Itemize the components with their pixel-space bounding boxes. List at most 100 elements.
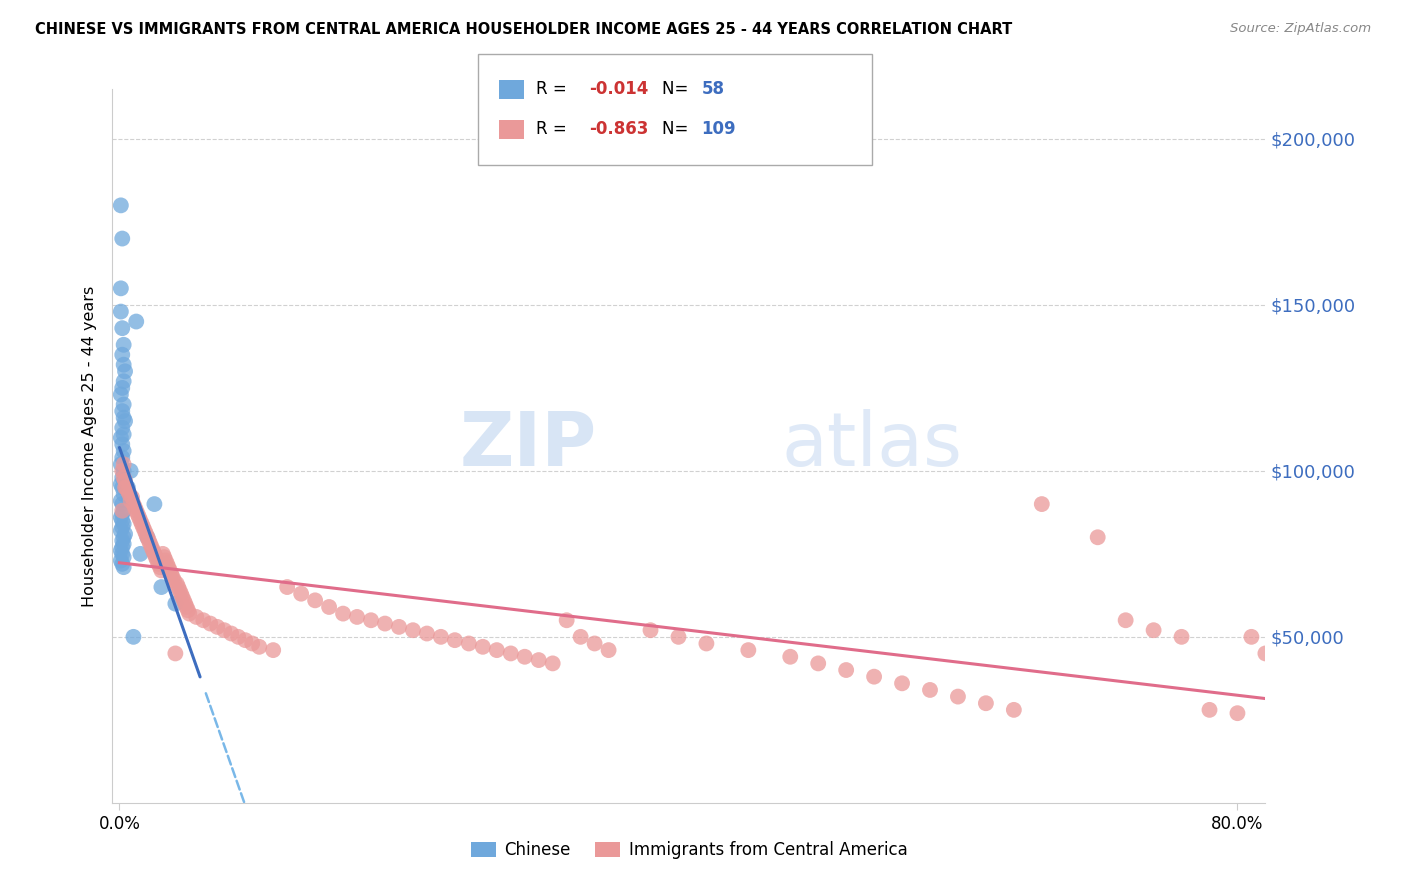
Point	[121, 491, 143, 505]
Point	[110, 387, 132, 401]
Point	[114, 364, 136, 378]
Point	[779, 649, 801, 664]
Point	[110, 543, 132, 558]
Point	[110, 198, 132, 212]
Point	[111, 348, 134, 362]
Point	[290, 587, 312, 601]
Point	[233, 633, 256, 648]
Point	[139, 537, 162, 551]
Point	[226, 630, 249, 644]
Point	[112, 464, 135, 478]
Point	[186, 610, 208, 624]
Point	[169, 583, 191, 598]
Point	[1031, 497, 1053, 511]
Point	[569, 630, 592, 644]
Point	[120, 493, 142, 508]
Point	[127, 507, 149, 521]
Text: ZIP: ZIP	[460, 409, 596, 483]
Point	[132, 520, 155, 534]
Point	[1226, 706, 1249, 721]
Point	[111, 520, 134, 534]
Text: -0.863: -0.863	[589, 120, 648, 138]
Point	[170, 587, 193, 601]
Point	[193, 613, 215, 627]
Point	[176, 599, 198, 614]
Point	[155, 553, 177, 567]
Point	[207, 620, 229, 634]
Point	[110, 457, 132, 471]
Point	[112, 427, 135, 442]
Point	[136, 530, 159, 544]
Point	[513, 649, 536, 664]
Point	[152, 547, 174, 561]
Point	[110, 510, 132, 524]
Point	[111, 450, 134, 465]
Point	[120, 464, 142, 478]
Point	[143, 497, 166, 511]
Point	[1115, 613, 1137, 627]
Point	[165, 647, 187, 661]
Y-axis label: Householder Income Ages 25 - 44 years: Householder Income Ages 25 - 44 years	[82, 285, 97, 607]
Point	[1198, 703, 1220, 717]
Point	[111, 481, 134, 495]
Point	[110, 477, 132, 491]
Point	[835, 663, 858, 677]
Point	[135, 527, 157, 541]
Point	[219, 626, 242, 640]
Point	[118, 487, 141, 501]
Point	[112, 397, 135, 411]
Point	[112, 374, 135, 388]
Point	[157, 560, 180, 574]
Point	[111, 231, 134, 245]
Point	[111, 533, 134, 548]
Point	[149, 560, 172, 574]
Point	[111, 497, 134, 511]
Point	[114, 474, 136, 488]
Point	[974, 696, 997, 710]
Point	[583, 636, 606, 650]
Legend: Chinese, Immigrants from Central America: Chinese, Immigrants from Central America	[464, 835, 914, 866]
Point	[374, 616, 396, 631]
Point	[110, 493, 132, 508]
Point	[1170, 630, 1192, 644]
Point	[146, 553, 169, 567]
Point	[111, 321, 134, 335]
Point	[160, 566, 183, 581]
Point	[110, 431, 132, 445]
Point	[111, 470, 134, 484]
Point	[863, 670, 886, 684]
Point	[737, 643, 759, 657]
Point	[150, 564, 173, 578]
Point	[110, 553, 132, 567]
Point	[172, 590, 194, 604]
Point	[138, 533, 160, 548]
Point	[118, 491, 141, 505]
Point	[527, 653, 550, 667]
Point	[346, 610, 368, 624]
Point	[112, 504, 135, 518]
Point	[111, 421, 134, 435]
Point	[163, 574, 186, 588]
Point	[471, 640, 494, 654]
Point	[166, 576, 188, 591]
Point	[695, 636, 717, 650]
Point	[112, 338, 135, 352]
Point	[179, 607, 201, 621]
Point	[129, 547, 152, 561]
Point	[276, 580, 298, 594]
Point	[112, 358, 135, 372]
Point	[114, 481, 136, 495]
Point	[111, 540, 134, 554]
Point	[485, 643, 508, 657]
Point	[136, 530, 159, 544]
Text: N=: N=	[662, 120, 693, 138]
Point	[134, 524, 156, 538]
Point	[124, 500, 146, 515]
Point	[177, 603, 200, 617]
Point	[117, 483, 139, 498]
Point	[150, 580, 173, 594]
Point	[112, 530, 135, 544]
Point	[1254, 647, 1277, 661]
Text: R =: R =	[536, 120, 572, 138]
Point	[112, 516, 135, 531]
